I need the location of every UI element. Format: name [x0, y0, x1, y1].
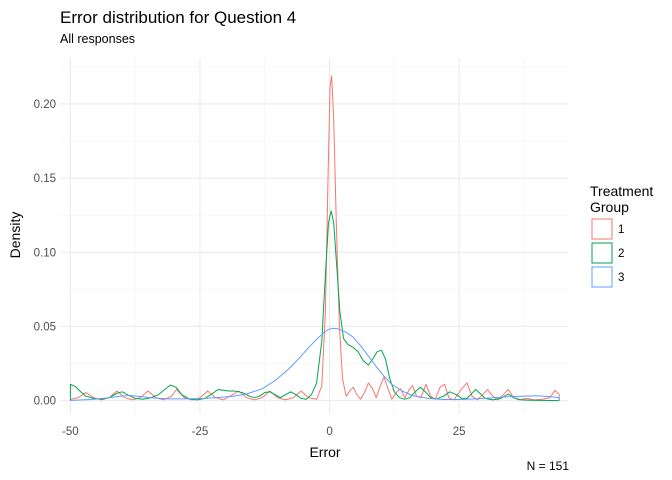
x-tick-label: -25 [192, 426, 209, 438]
legend-label-group-1: 1 [618, 224, 624, 236]
legend-item-group-2: 2 [591, 242, 624, 264]
x-tick-label: 25 [453, 426, 466, 438]
legend-item-group-3: 3 [591, 266, 624, 288]
density-curve-group-1 [69, 75, 560, 401]
x-axis-ticks: -50 -25 0 25 [62, 426, 465, 438]
legend-item-group-1: 1 [591, 218, 624, 240]
legend-key-group-2 [591, 242, 613, 264]
density-curves [69, 75, 560, 402]
y-tick-label: 0.00 [34, 396, 56, 408]
y-tick-label: 0.20 [34, 99, 56, 111]
legend-title-line-2: Group [590, 199, 629, 215]
density-curve-group-2 [69, 210, 560, 402]
grid [60, 58, 568, 414]
legend-items: 1 2 3 [591, 218, 624, 288]
legend-label-group-3: 3 [618, 272, 624, 284]
legend-key-group-3 [591, 266, 613, 288]
y-tick-label: 0.05 [34, 321, 56, 333]
y-tick-label: 0.15 [34, 173, 56, 185]
y-tick-label: 0.10 [34, 247, 56, 259]
x-tick-label: -50 [62, 426, 79, 438]
chart-caption: N = 151 [527, 459, 570, 473]
y-axis-ticks: 0.00 0.05 0.10 0.15 0.20 [34, 99, 56, 408]
x-axis-title: Error [309, 444, 340, 460]
legend-title-line-1: Treatment [590, 183, 653, 199]
x-tick-label: 0 [326, 426, 332, 438]
y-axis-title: Density [7, 212, 23, 259]
legend: Treatment Group 1 2 3 [590, 183, 653, 288]
legend-label-group-2: 2 [618, 248, 624, 260]
density-curve-group-3 [69, 327, 560, 401]
chart-subtitle: All responses [60, 32, 135, 46]
legend-key-group-1 [591, 218, 613, 240]
chart-title: Error distribution for Question 4 [60, 8, 296, 27]
